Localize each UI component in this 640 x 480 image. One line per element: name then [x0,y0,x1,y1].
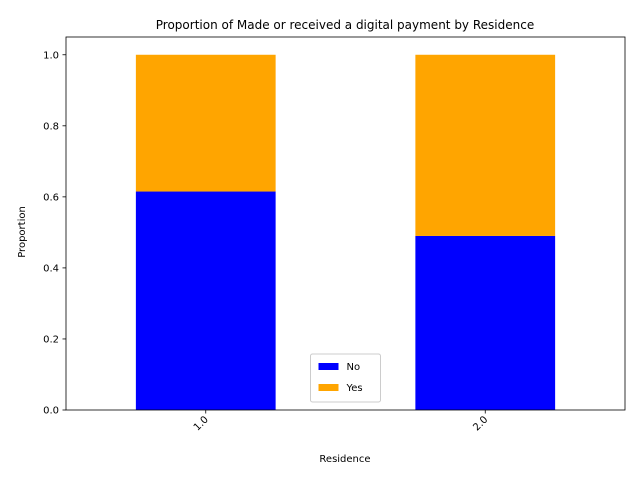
bar-yes-0 [135,54,276,192]
legend-swatch-no [318,363,339,370]
legend: No Yes [310,353,381,403]
legend-swatch-yes [318,384,339,391]
y-tick-label: 0.8 [43,121,59,132]
bar-yes-1 [415,54,556,236]
y-tick-label: 1.0 [43,50,59,61]
x-tick-label: 2.0 [471,414,490,433]
y-axis-label: Proportion [17,206,28,258]
legend-label-yes: Yes [346,383,363,394]
bar-no-1 [415,235,556,410]
x-tick-label: 1.0 [192,414,211,433]
x-axis-label: Residence [319,454,370,465]
y-tick-label: 0.4 [43,263,59,274]
legend-label-no: No [347,362,361,373]
y-tick-label: 0.2 [43,334,59,345]
axes-frame [65,36,626,411]
legend-box [310,353,381,403]
chart-title: Proportion of Made or received a digital… [156,18,534,32]
y-tick-label: 0.6 [43,192,59,203]
y-tick-label: 0.0 [43,406,59,417]
bar-no-0 [135,191,276,410]
